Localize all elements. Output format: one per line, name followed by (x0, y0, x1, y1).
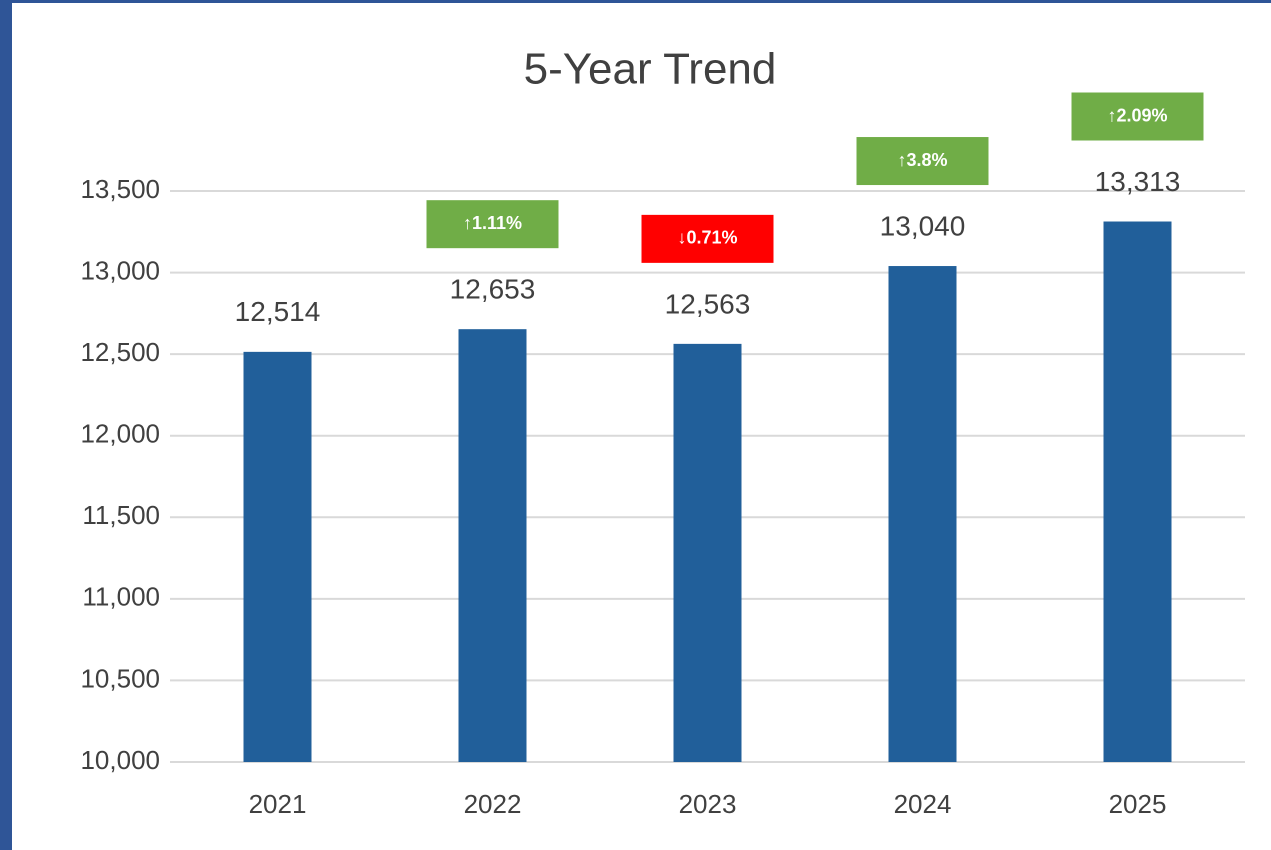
y-tick-label: 10,000 (80, 745, 160, 775)
left-border (0, 0, 12, 850)
x-tick-label: 2024 (894, 789, 952, 819)
change-label: ↑1.11% (463, 213, 522, 233)
data-label: 12,514 (235, 296, 321, 327)
top-border (0, 0, 1271, 3)
y-tick-label: 11,500 (82, 500, 160, 530)
bar (888, 266, 957, 762)
y-tick-label: 11,000 (82, 582, 160, 612)
y-tick-label: 13,000 (80, 255, 160, 285)
change-badge (426, 200, 559, 249)
x-tick-label: 2022 (464, 789, 522, 819)
x-tick-label: 2023 (679, 789, 737, 819)
y-tick-label: 10,500 (80, 663, 160, 693)
data-label: 12,563 (665, 288, 751, 319)
change-label: ↑3.8% (897, 150, 947, 170)
change-badge (641, 214, 774, 263)
data-label: 13,313 (1095, 166, 1181, 197)
change-badge (1071, 92, 1204, 141)
bar (1103, 221, 1172, 763)
x-tick-label: 2025 (1109, 789, 1167, 819)
change-label: ↓0.71% (677, 228, 737, 248)
change-label: ↑2.09% (1107, 105, 1167, 125)
chart-title: 5-Year Trend (524, 45, 777, 94)
y-tick-label: 12,000 (80, 419, 160, 449)
data-label: 13,040 (880, 210, 966, 241)
bar (458, 329, 527, 762)
data-label: 12,653 (450, 274, 536, 305)
change-badge (856, 137, 989, 186)
y-tick-label: 12,500 (80, 337, 160, 367)
bar (673, 343, 742, 762)
bar (243, 351, 312, 762)
x-tick-label: 2021 (249, 789, 307, 819)
y-tick-label: 13,500 (80, 174, 160, 204)
